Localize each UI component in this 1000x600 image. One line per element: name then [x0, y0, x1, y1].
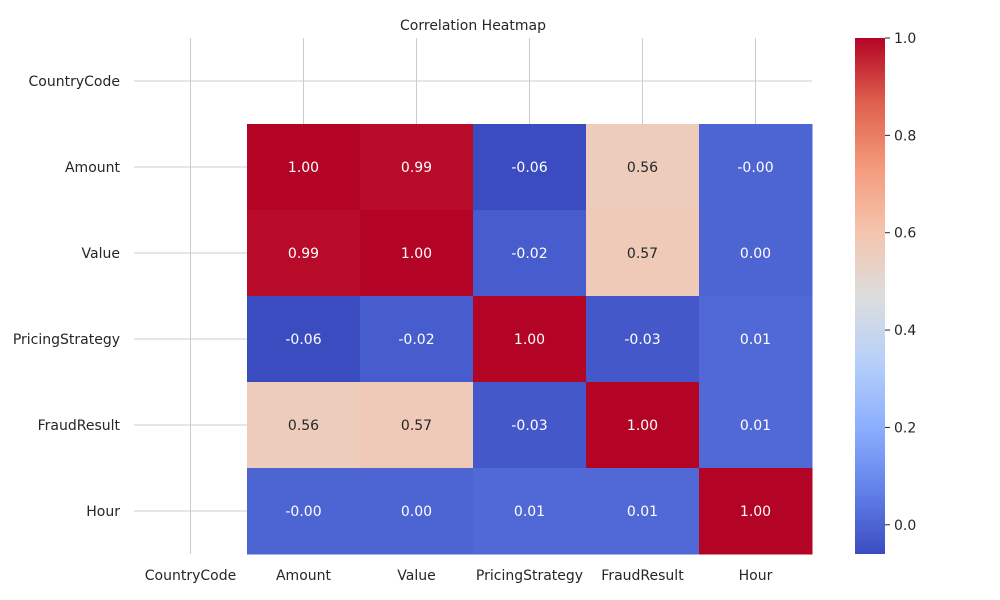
cell-label: 0.99: [288, 246, 319, 262]
heatmap-cell: [247, 210, 361, 297]
heatmap-cell: [473, 296, 587, 383]
cell-label: 1.00: [288, 160, 319, 176]
heatmap-cell: [586, 468, 700, 555]
cell-label: -0.02: [398, 332, 434, 348]
cell-labels: 1.00 0.99 -0.06 0.56 -0.00 0.99 1.00 -0.02 0.57 0…: [285, 160, 773, 520]
heatmap-cell: [360, 296, 474, 383]
colorbar-tick-label: 1.0: [894, 31, 916, 47]
colorbar: 0.0 0.2 0.4 0.6 0.8 1.0: [855, 31, 916, 554]
cell-label: -0.06: [511, 160, 547, 176]
x-tick-label: Hour: [739, 568, 773, 584]
cell-label: -0.06: [285, 332, 321, 348]
heatmap-cell: [247, 124, 361, 211]
cell-label: -0.03: [511, 418, 547, 434]
y-tick-label: Hour: [86, 504, 120, 520]
colorbar-tick-label: 0.0: [894, 518, 916, 534]
cell-label: 0.01: [627, 504, 658, 520]
colorbar-tick-label: 0.6: [894, 226, 916, 242]
heatmap-cell: [360, 124, 474, 211]
heatmap-cell: [360, 210, 474, 297]
colorbar-tick-label: 0.4: [894, 323, 916, 339]
heatmap-cell: [247, 468, 361, 555]
heatmap-cell: [247, 382, 361, 469]
y-tick-labels: CountryCode Amount Value PricingStrategy Fra…: [13, 74, 121, 520]
heatmap-cell: [586, 382, 700, 469]
cell-label: 0.56: [288, 418, 319, 434]
colorbar-tick-label: 0.2: [894, 420, 916, 436]
heatmap-cell: [473, 124, 587, 211]
cell-label: 1.00: [740, 504, 771, 520]
chart-title: Correlation Heatmap: [400, 18, 546, 34]
y-tick-label: Value: [82, 246, 120, 262]
x-tick-label: CountryCode: [145, 568, 236, 584]
heatmap-cell: [473, 210, 587, 297]
heatmap-cell: [473, 468, 587, 555]
cell-label: -0.03: [624, 332, 660, 348]
cell-label: 0.00: [401, 504, 432, 520]
y-tick-label: Amount: [65, 160, 121, 176]
cell-label: 0.57: [627, 246, 658, 262]
y-tick-label: FraudResult: [38, 418, 121, 434]
cell-label: 0.00: [740, 246, 771, 262]
heatmap-cell: [586, 296, 700, 383]
cell-label: -0.02: [511, 246, 547, 262]
x-tick-label: Value: [397, 568, 435, 584]
heatmap-cell: [699, 210, 813, 297]
x-tick-labels: CountryCode Amount Value PricingStrategy Fra…: [145, 568, 773, 584]
heatmap-cell: [586, 210, 700, 297]
y-tick-label: PricingStrategy: [13, 332, 120, 348]
x-tick-label: PricingStrategy: [476, 568, 583, 584]
heatmap-cell: [699, 468, 813, 555]
cell-label: 0.01: [514, 504, 545, 520]
cell-label: 0.56: [627, 160, 658, 176]
cell-label: 0.57: [401, 418, 432, 434]
heatmap-cell: [699, 124, 813, 211]
cell-label: 1.00: [514, 332, 545, 348]
x-tick-label: FraudResult: [601, 568, 684, 584]
x-tick-label: Amount: [276, 568, 332, 584]
heatmap-cell: [699, 382, 813, 469]
cell-label: -0.00: [737, 160, 773, 176]
cell-label: 0.01: [740, 418, 771, 434]
heatmap-cell: [473, 382, 587, 469]
heatmap-cell: [699, 296, 813, 383]
colorbar-gradient: [855, 38, 885, 554]
cell-label: 0.99: [401, 160, 432, 176]
heatmap-cells: [247, 124, 813, 555]
cell-label: 1.00: [627, 418, 658, 434]
cell-label: 1.00: [401, 246, 432, 262]
y-tick-label: CountryCode: [29, 74, 120, 90]
heatmap-cell: [586, 124, 700, 211]
cell-label: 0.01: [740, 332, 771, 348]
cell-label: -0.00: [285, 504, 321, 520]
heatmap-cell: [360, 382, 474, 469]
heatmap-cell: [247, 296, 361, 383]
colorbar-tick-label: 0.8: [894, 128, 916, 144]
heatmap-cell: [360, 468, 474, 555]
